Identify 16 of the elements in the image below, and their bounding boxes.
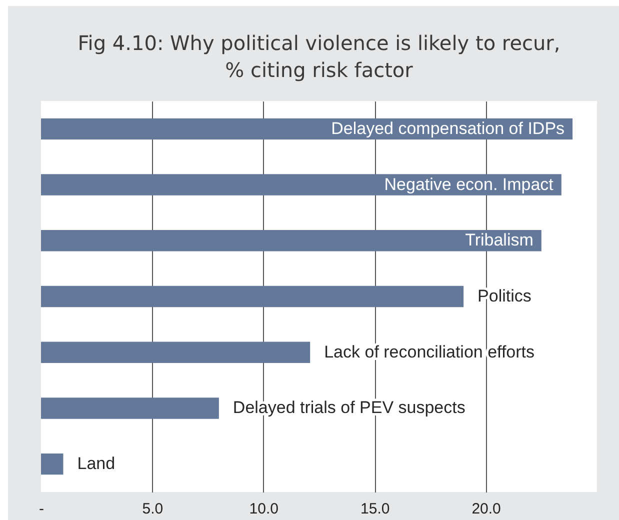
x-tick-label: 5.0 xyxy=(142,500,164,518)
y-tick-label: Negative econ. Impact xyxy=(384,174,554,194)
bar xyxy=(41,398,219,419)
y-tick-label: Tribalism xyxy=(465,230,534,250)
bar xyxy=(41,286,464,308)
y-tick-label: Delayed compensation of IDPs xyxy=(331,118,565,138)
x-tick-label: 15.0 xyxy=(360,500,390,518)
bar xyxy=(41,230,542,252)
x-tick-label: - xyxy=(39,500,44,518)
bar xyxy=(41,342,310,363)
bar xyxy=(41,453,64,475)
x-tick-label: 10.0 xyxy=(249,500,278,518)
x-tick-label: 20.0 xyxy=(472,500,501,518)
chart-title: Fig 4.10: Why political violence is likely to recur, % citing risk factor xyxy=(78,31,560,82)
bar xyxy=(41,174,562,196)
y-tick-label: Land xyxy=(77,454,116,474)
